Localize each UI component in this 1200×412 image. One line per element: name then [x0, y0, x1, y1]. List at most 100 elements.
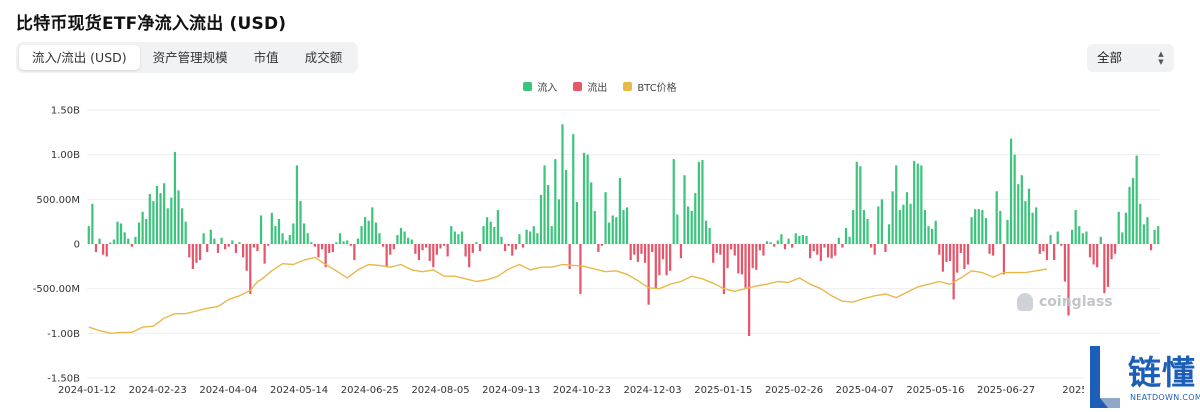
inflow-bar: [213, 238, 216, 244]
outflow-bar: [385, 244, 388, 268]
inflow-bar: [285, 240, 288, 244]
inflow-bar: [539, 194, 543, 244]
inflow-bar: [554, 159, 557, 244]
inflow-bar: [844, 227, 848, 244]
x-tick-label: 2024-04-04: [199, 385, 257, 396]
inflow-bar: [231, 240, 234, 244]
tab-aum[interactable]: 资产管理规模: [152, 50, 228, 65]
outflow-bar: [665, 244, 668, 276]
inflow-bar: [1146, 217, 1149, 244]
x-tick-label: 2024-09-13: [482, 385, 540, 396]
outflow-bar: [105, 244, 108, 257]
outflow-bar: [478, 244, 482, 252]
inflow-bar: [119, 223, 123, 244]
outflow-bar: [514, 244, 517, 250]
outflow-bar: [938, 244, 941, 255]
outflow-bar: [471, 244, 474, 253]
inflow-bar: [518, 234, 521, 244]
inflow-bar: [927, 226, 930, 244]
inflow-bar: [91, 203, 94, 244]
outflow-bar: [191, 244, 194, 270]
outflow-bar: [1103, 244, 1106, 294]
inflow-bar: [346, 240, 349, 244]
outflow-bar: [324, 244, 327, 268]
inflow-bar: [87, 226, 90, 244]
inflow-bar: [274, 226, 277, 244]
outflow-bar: [1110, 244, 1113, 260]
inflow-bar: [787, 238, 790, 244]
outflow-bar: [414, 244, 417, 254]
outflow-bar: [195, 244, 198, 263]
x-tick-label: 2024-06-25: [341, 385, 399, 396]
tab-volume[interactable]: 成交额: [304, 50, 343, 65]
outflow-bar: [428, 244, 431, 261]
inflow-bar: [1070, 229, 1074, 244]
inflow-bar: [374, 222, 377, 244]
inflow-bar: [1124, 212, 1128, 244]
outflow-bar: [417, 244, 421, 261]
inflow-bar: [529, 231, 532, 244]
inflow-bar: [270, 212, 273, 244]
outflow-bar: [963, 244, 966, 270]
inflow-bar: [995, 191, 998, 244]
inflow-bar: [496, 210, 500, 244]
inflow-bar: [1128, 186, 1131, 244]
outflow-bar: [884, 244, 887, 253]
outflow-bar: [992, 244, 995, 256]
legend-item-btc-price[interactable]: BTC价格: [623, 79, 677, 94]
inflow-bar: [794, 233, 797, 244]
inflow-bar: [1117, 211, 1120, 244]
inflow-bar: [170, 197, 173, 244]
select-arrows-icon: ▲ ▼: [1158, 50, 1164, 66]
y-tick-label: -1.50B: [47, 374, 80, 385]
outflow-bar: [819, 244, 822, 261]
inflow-bar: [450, 226, 453, 244]
legend-item-outflow[interactable]: 流出: [573, 79, 607, 94]
legend-item-inflow[interactable]: 流入: [523, 79, 557, 94]
inflow-bar: [618, 177, 622, 244]
outflow-bar: [730, 244, 733, 250]
inflow-bar: [475, 242, 478, 244]
inflow-bar: [209, 229, 212, 244]
outflow-bar: [421, 244, 424, 251]
outflow-bar: [1042, 244, 1045, 252]
y-tick-label: 1.00B: [51, 150, 80, 161]
inflow-bar: [277, 218, 281, 244]
inflow-bar: [281, 233, 284, 244]
outflow-bar: [737, 244, 740, 274]
tab-market-cap[interactable]: 市值: [253, 50, 279, 65]
legend-label-btc-price: BTC价格: [637, 83, 677, 94]
outflow-bar: [579, 244, 582, 295]
outflow-bar: [744, 244, 747, 288]
inflow-bar: [887, 224, 891, 244]
inflow-bar: [855, 161, 858, 244]
outflow-bar: [1038, 244, 1041, 254]
inflow-bar: [159, 193, 162, 244]
outflow-bar: [1060, 244, 1063, 246]
inflow-bar: [905, 192, 909, 244]
inflow-bar: [1006, 219, 1009, 244]
inflow-bar: [399, 227, 403, 244]
inflow-bar: [604, 192, 607, 244]
inflow-bar: [923, 210, 927, 244]
legend-swatch-inflow: [523, 82, 533, 91]
outflow-bar: [726, 244, 729, 269]
inflow-bar: [1139, 203, 1142, 244]
inflow-bar: [898, 210, 901, 244]
inflow-bar: [109, 242, 112, 244]
inflow-bar: [769, 242, 772, 244]
y-tick-label: 1.50B: [51, 106, 80, 117]
range-select[interactable]: 全部 ▲ ▼: [1087, 44, 1174, 72]
inflow-bar: [457, 234, 460, 244]
outflow-bar: [442, 244, 446, 246]
inflow-bar: [1085, 231, 1088, 244]
tab-inflow-outflow[interactable]: 流入/流出 (USD): [19, 45, 140, 70]
outflow-bar: [791, 244, 794, 248]
inflow-bar: [137, 222, 141, 244]
outflow-bar: [600, 244, 604, 246]
inflow-bar: [970, 217, 973, 244]
outflow-bar: [432, 244, 435, 268]
inflow-bar: [859, 166, 862, 244]
inflow-bar: [708, 227, 711, 244]
inflow-bar: [1121, 232, 1124, 244]
